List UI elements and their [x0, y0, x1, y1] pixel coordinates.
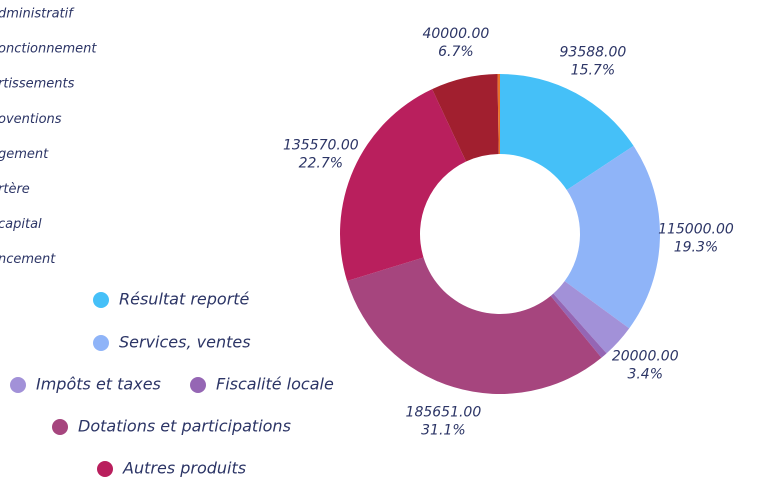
side-label: rtissements [0, 77, 75, 92]
value-label: 185651.00 [406, 405, 482, 421]
legend-label: Dotations et participations [78, 417, 291, 436]
side-label: dministratif [0, 7, 75, 22]
side-label: capital [0, 217, 42, 232]
value-label: 40000.00 [422, 26, 489, 42]
donut-slice [347, 257, 602, 394]
donut-slice [500, 74, 634, 190]
legend-label: Résultat reporté [119, 290, 250, 309]
donut-slice [550, 293, 607, 358]
donut-slice [564, 145, 660, 329]
legend-swatch [10, 377, 26, 393]
percent-label: 6.7% [438, 44, 474, 60]
legend-swatch [190, 377, 206, 393]
legend-swatch [97, 461, 113, 477]
side-label: rtère [0, 182, 30, 197]
legend-label: Fiscalité locale [216, 375, 334, 394]
percent-label: 22.7% [299, 156, 343, 172]
donut-slice [339, 89, 467, 281]
legend-swatch [52, 419, 68, 435]
donut-slice [553, 281, 630, 354]
donut-slice [432, 74, 499, 162]
value-label: 115000.00 [658, 222, 734, 238]
legend-swatch [93, 335, 109, 351]
value-label: 20000.00 [612, 349, 679, 365]
side-label: gement [0, 147, 49, 162]
side-label: onctionnement [0, 42, 97, 57]
legend-label: Services, ventes [119, 333, 251, 352]
percent-label: 15.7% [571, 62, 615, 78]
percent-label: 3.4% [627, 367, 663, 383]
legend-label: Impôts et taxes [36, 375, 161, 394]
side-label: oventions [0, 112, 62, 127]
percent-label: 19.3% [674, 240, 718, 256]
legend-label: Autres produits [122, 459, 246, 478]
donut-slice [497, 74, 500, 155]
value-label: 135570.00 [283, 138, 359, 154]
side-label: ncement [0, 252, 56, 267]
value-label: 93588.00 [560, 44, 627, 60]
legend-swatch [93, 292, 109, 308]
percent-label: 31.1% [421, 423, 465, 439]
